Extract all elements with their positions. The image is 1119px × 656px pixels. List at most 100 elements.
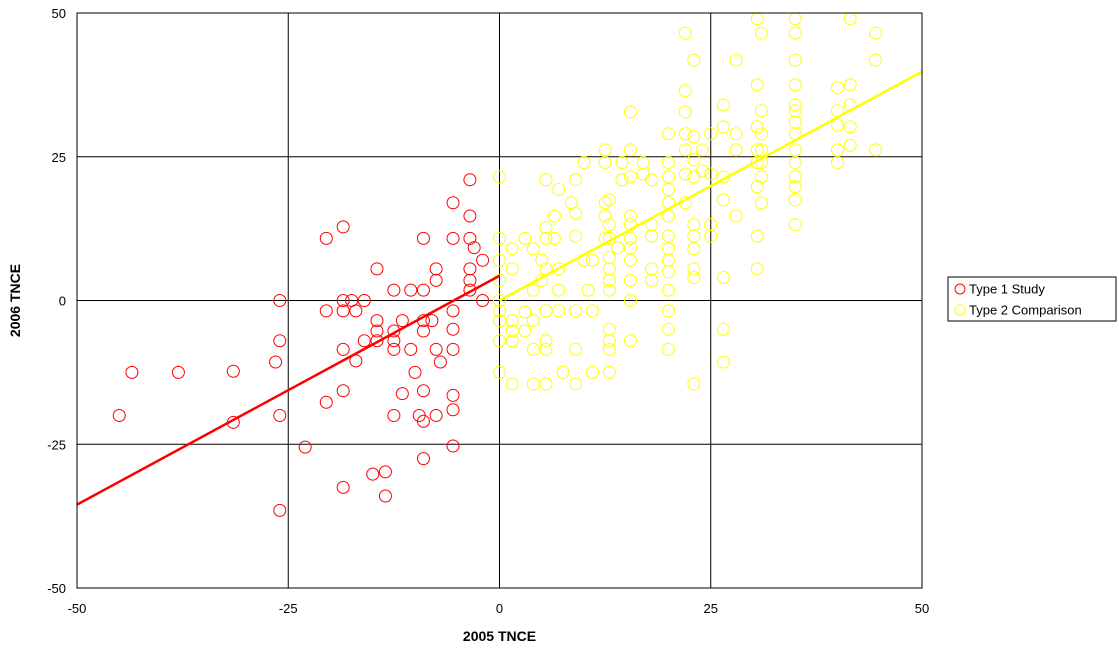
data-point-series-2 [598, 156, 612, 169]
data-point-series-2 [678, 84, 692, 98]
data-point-series-2 [505, 377, 519, 391]
data-point-series-2 [552, 183, 566, 197]
x-tick-label: -25 [279, 601, 298, 616]
data-point-series-1 [446, 388, 460, 402]
data-point-series-1 [273, 503, 287, 517]
data-point-series-2 [687, 242, 701, 256]
data-point-series-1 [366, 467, 380, 481]
data-point-series-2 [662, 156, 675, 169]
data-point-series-2 [831, 156, 844, 169]
y-tick-labels: -50 -25 0 25 50 [47, 6, 66, 596]
data-point-series-2 [716, 98, 730, 112]
data-point-series-2 [623, 105, 637, 119]
data-point-series-1 [125, 365, 139, 379]
data-point-series-1 [387, 342, 401, 356]
data-point-series-1 [446, 231, 460, 245]
data-point-series-1 [273, 409, 287, 422]
data-point-series-2 [602, 193, 616, 207]
data-point-series-2 [526, 377, 540, 391]
data-point-series-2 [662, 183, 675, 197]
legend-marker-type-2 [954, 304, 966, 316]
data-point-series-2 [678, 26, 692, 40]
y-tick-label: 0 [59, 294, 66, 309]
data-point-series-2 [754, 127, 768, 141]
data-point-series-2 [505, 314, 519, 328]
data-point-series-2 [493, 314, 506, 328]
data-point-series-2 [716, 193, 730, 207]
data-point-series-1 [171, 365, 185, 379]
data-point-series-2 [623, 253, 637, 267]
data-point-series-2 [539, 304, 553, 318]
data-point-series-1 [298, 440, 312, 454]
y-tick-label: 25 [52, 150, 66, 165]
data-point-series-2 [750, 120, 764, 134]
data-point-series-1 [416, 231, 430, 245]
data-point-series-1 [357, 334, 371, 348]
x-tick-label: 25 [704, 601, 718, 616]
data-point-series-2 [581, 283, 595, 297]
data-point-series-1 [446, 196, 460, 210]
data-point-series-2 [585, 304, 599, 318]
data-point-series-2 [526, 242, 540, 256]
data-point-series-2 [623, 231, 637, 245]
data-point-series-2 [569, 229, 583, 243]
data-point-series-2 [602, 342, 616, 356]
data-point-series-1 [446, 304, 460, 318]
data-point-series-2 [662, 229, 675, 243]
data-point-series-2 [729, 143, 743, 157]
y-axis-title: 2006 TNCE [7, 264, 23, 337]
x-tick-label: 50 [915, 601, 929, 616]
data-point-series-2 [754, 143, 768, 157]
data-point-series-2 [493, 365, 506, 379]
data-point-series-2 [788, 26, 802, 40]
data-point-series-1 [269, 355, 283, 369]
data-point-series-1 [370, 262, 384, 276]
data-point-series-1 [416, 283, 430, 297]
data-point-series-1 [387, 283, 401, 297]
data-point-series-1 [370, 334, 384, 348]
data-point-series-2 [598, 209, 612, 223]
data-point-series-1 [463, 273, 477, 287]
data-point-series-2 [518, 324, 532, 338]
data-point-series-2 [716, 355, 730, 369]
data-point-series-2 [602, 365, 616, 379]
data-point-series-2 [750, 229, 764, 243]
data-point-series-2 [569, 377, 583, 391]
trendline-series-1 [76, 274, 501, 506]
legend-label-type-2: Type 2 Comparison [969, 303, 1082, 318]
data-point-series-2 [556, 365, 570, 379]
data-point-series-1 [463, 209, 477, 223]
data-point-series-2 [623, 273, 637, 287]
data-point-series-1 [429, 273, 443, 287]
data-point-series-2 [623, 209, 637, 223]
data-point-series-2 [704, 167, 718, 181]
data-point-series-2 [598, 143, 612, 157]
data-point-series-2 [843, 120, 857, 134]
data-point-series-1 [446, 322, 460, 336]
data-point-series-1 [416, 324, 430, 338]
data-point-series-2 [729, 53, 743, 67]
data-point-series-2 [754, 26, 768, 40]
data-point-series-2 [539, 334, 553, 348]
legend: Type 1 Study Type 2 Comparison [947, 276, 1117, 322]
data-point-series-2 [602, 283, 616, 297]
plot-border [76, 12, 923, 589]
data-point-series-1 [416, 452, 430, 466]
data-point-series-2 [788, 193, 802, 207]
data-point-series-2 [493, 294, 506, 307]
data-point-series-2 [788, 180, 802, 194]
data-point-series-2 [788, 78, 802, 92]
data-point-series-2 [716, 120, 730, 134]
data-point-series-2 [788, 156, 802, 169]
data-point-series-1 [370, 324, 384, 338]
data-point-series-2 [788, 170, 802, 184]
data-point-series-1 [408, 365, 422, 379]
data-point-series-2 [678, 105, 692, 119]
data-point-series-2 [505, 324, 519, 338]
data-point-series-2 [843, 78, 857, 92]
data-point-series-2 [788, 143, 802, 157]
data-point-series-1 [319, 304, 333, 318]
data-point-series-2 [729, 209, 743, 223]
data-point-series-1 [349, 304, 363, 318]
trendline-series-2 [498, 70, 923, 302]
